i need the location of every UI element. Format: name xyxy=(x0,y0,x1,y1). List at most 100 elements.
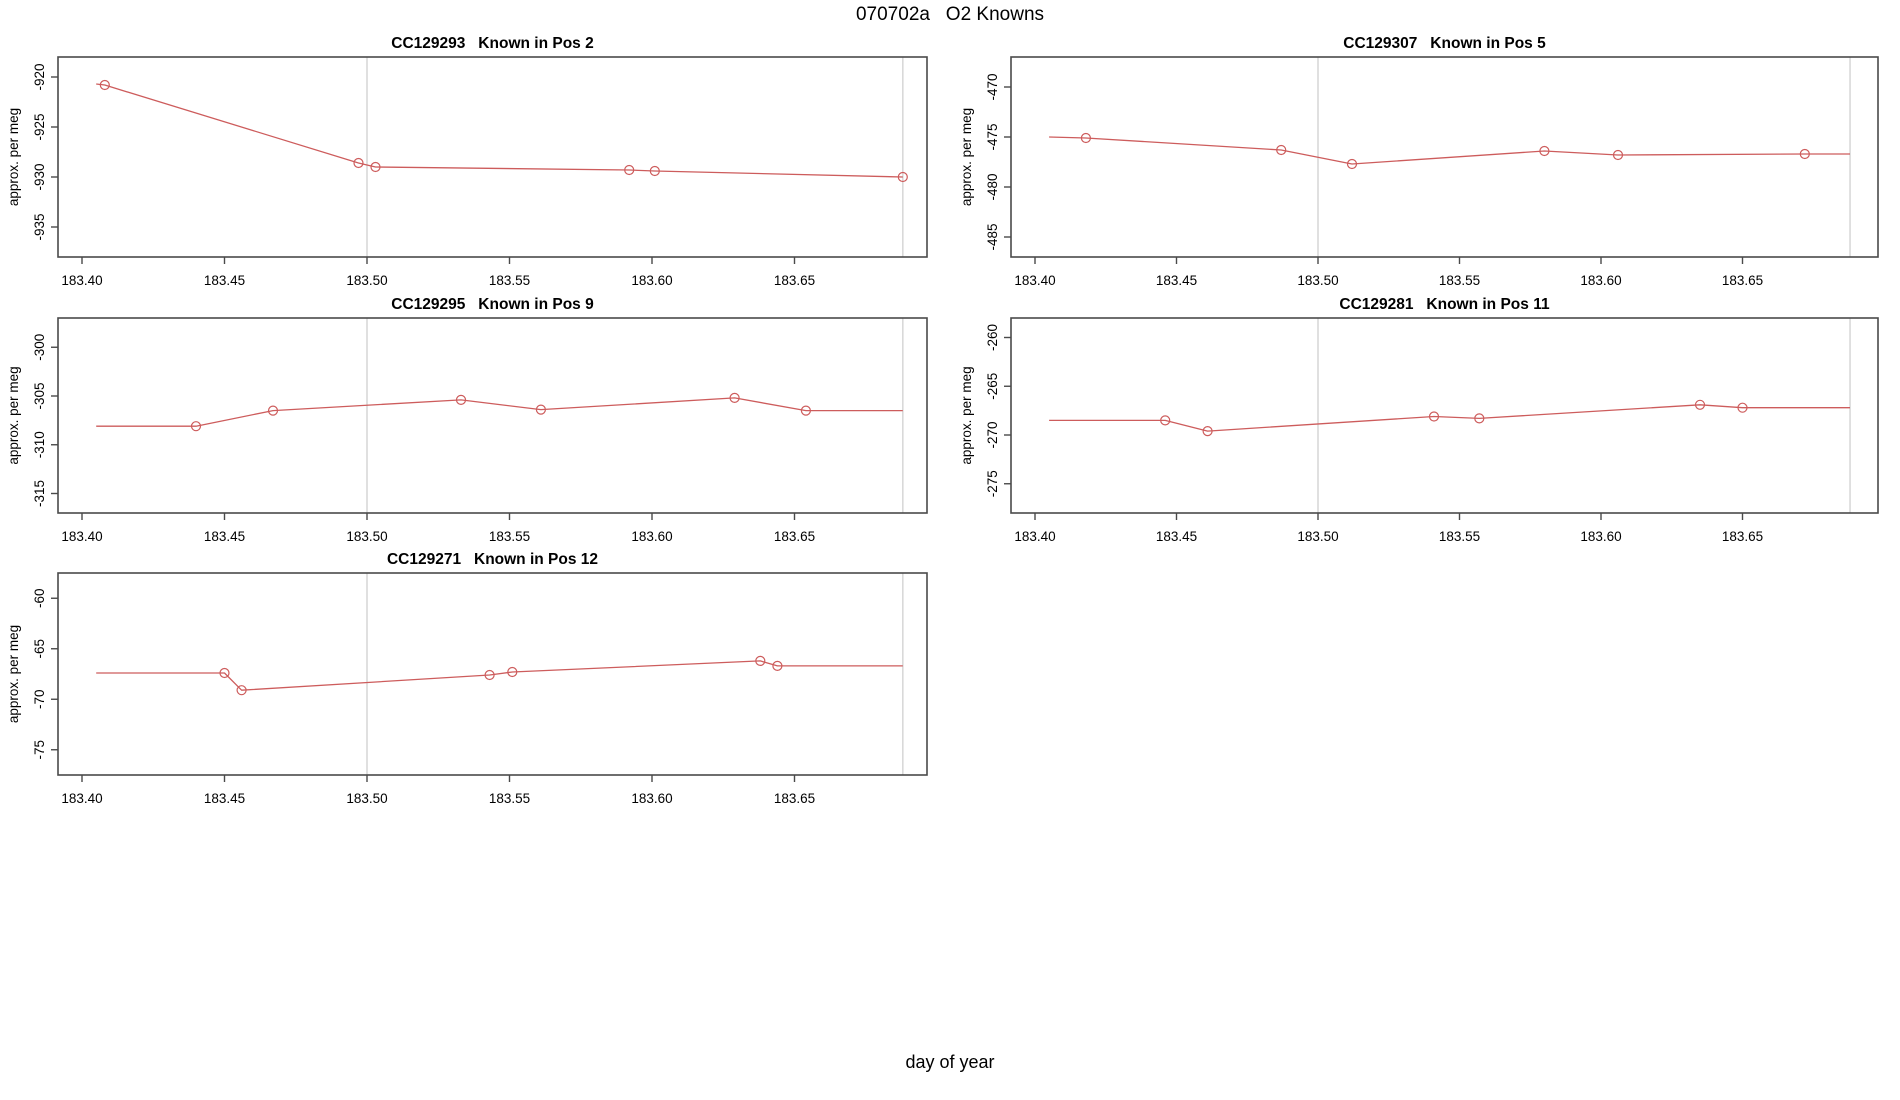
data-point-marker xyxy=(800,405,812,416)
subplot-title: CC129307 Known in Pos 5 xyxy=(1343,35,1546,52)
data-point-marker xyxy=(755,655,766,667)
x-tick-label: 183.40 xyxy=(61,791,102,806)
y-tick-label: -75 xyxy=(32,740,47,760)
data-point-marker xyxy=(236,685,247,696)
x-tick-label: 183.60 xyxy=(631,529,672,544)
data-point-marker xyxy=(649,165,660,177)
x-tick-label: 183.50 xyxy=(346,273,387,288)
x-tick-label: 183.60 xyxy=(631,791,672,806)
data-point-marker xyxy=(1346,158,1358,170)
y-tick-label: -60 xyxy=(32,588,47,608)
y-tick-label: -925 xyxy=(32,113,47,140)
x-tick-label: 183.45 xyxy=(1156,273,1197,288)
x-tick-label: 183.60 xyxy=(631,273,672,288)
data-point-marker xyxy=(1694,399,1706,410)
x-tick-label: 183.40 xyxy=(1014,529,1055,544)
x-tick-label: 183.55 xyxy=(489,791,530,806)
y-tick-label: -300 xyxy=(32,334,47,361)
data-point-marker xyxy=(1080,132,1092,144)
data-point-marker xyxy=(624,164,635,176)
data-point-marker xyxy=(772,660,783,672)
subplot-CC129293: 183.40 183.45 183.50 183.55 183.60 183.65 -920… xyxy=(6,35,928,288)
y-tick-label: -265 xyxy=(985,373,1000,400)
subplot-title: CC129293 Known in Pos 2 xyxy=(391,35,593,52)
x-tick-label: 183.50 xyxy=(346,529,387,544)
x-tick-label: 183.40 xyxy=(61,529,102,544)
subplot-title: CC129281 Known in Pos 11 xyxy=(1339,296,1550,313)
data-line xyxy=(96,660,903,691)
data-point-marker xyxy=(219,667,230,679)
data-point-marker xyxy=(353,157,364,169)
y-axis-label: approx. per meg xyxy=(6,108,21,206)
data-point-marker xyxy=(1539,145,1550,157)
data-point-marker xyxy=(455,394,467,405)
x-tick-label: 183.50 xyxy=(1297,529,1338,544)
y-tick-label: -275 xyxy=(985,470,1000,497)
y-tick-label: -70 xyxy=(32,689,47,709)
data-point-marker xyxy=(1276,144,1287,156)
y-tick-label: -920 xyxy=(32,63,47,90)
y-tick-label: -260 xyxy=(985,324,1000,351)
y-tick-label: -315 xyxy=(32,480,47,507)
data-point-marker xyxy=(1612,149,1624,161)
x-tick-label: 183.45 xyxy=(204,791,245,806)
x-tick-label: 183.65 xyxy=(774,529,815,544)
data-point-marker xyxy=(897,171,908,183)
data-line xyxy=(1049,404,1850,432)
x-tick-label: 183.60 xyxy=(1580,529,1621,544)
x-tick-label: 183.50 xyxy=(346,791,387,806)
data-line xyxy=(1049,136,1850,165)
plot-frame xyxy=(57,56,928,258)
plot-frame xyxy=(1010,56,1879,258)
data-point-marker xyxy=(1428,411,1440,422)
x-tick-label: 183.60 xyxy=(1580,273,1621,288)
subplot-CC129307: 183.40 183.45 183.50 183.55 183.60 183.65 -470… xyxy=(959,35,1879,288)
x-tick-label: 183.40 xyxy=(1014,273,1055,288)
x-tick-label: 183.40 xyxy=(61,273,102,288)
plot-frame xyxy=(57,572,928,776)
data-point-marker xyxy=(1799,148,1810,160)
subplot-title: CC129271 Known in Pos 12 xyxy=(387,551,598,568)
data-point-marker xyxy=(267,405,279,416)
data-point-marker xyxy=(1474,413,1485,424)
data-point-marker xyxy=(1202,426,1213,437)
y-tick-label: -305 xyxy=(32,382,47,409)
x-tick-label: 183.65 xyxy=(1722,273,1763,288)
data-line xyxy=(96,83,903,178)
x-tick-label: 183.65 xyxy=(774,273,815,288)
x-tick-label: 183.45 xyxy=(204,273,245,288)
plot-frame xyxy=(57,317,928,514)
data-point-marker xyxy=(535,404,547,415)
x-tick-label: 183.55 xyxy=(489,273,530,288)
y-axis-label: approx. per meg xyxy=(959,366,974,464)
data-point-marker xyxy=(729,392,740,403)
y-tick-label: -935 xyxy=(32,213,47,240)
y-tick-label: -270 xyxy=(985,421,1000,448)
subplot-CC129281: 183.40 183.45 183.50 183.55 183.60 183.65 -260… xyxy=(959,296,1879,544)
y-axis-label: approx. per meg xyxy=(6,625,21,723)
data-point-marker xyxy=(99,79,110,91)
y-tick-label: -485 xyxy=(985,223,1000,250)
x-tick-label: 183.55 xyxy=(489,529,530,544)
x-tick-label: 183.55 xyxy=(1439,529,1480,544)
y-tick-label: -65 xyxy=(32,639,47,659)
y-tick-label: -480 xyxy=(985,173,1000,200)
y-axis-label: approx. per meg xyxy=(6,366,21,464)
subplot-CC129295: 183.40 183.45 183.50 183.55 183.60 183.65 -300… xyxy=(6,296,928,544)
data-point-marker xyxy=(484,669,495,681)
x-tick-label: 183.45 xyxy=(204,529,245,544)
plot-frame xyxy=(1010,317,1879,514)
y-tick-label: -930 xyxy=(32,163,47,190)
data-point-marker xyxy=(1160,415,1171,426)
x-axis-title: day of year xyxy=(905,1052,995,1072)
y-tick-label: -470 xyxy=(985,73,1000,100)
data-point-marker xyxy=(190,421,202,432)
y-axis-label: approx. per meg xyxy=(959,108,974,206)
data-line xyxy=(96,397,903,427)
figure-title: 070702a O2 Knowns xyxy=(855,4,1045,25)
subplot-title: CC129295 Known in Pos 9 xyxy=(391,296,594,313)
data-point-marker xyxy=(370,161,381,173)
data-point-marker xyxy=(507,666,518,678)
y-tick-label: -475 xyxy=(985,123,1000,150)
